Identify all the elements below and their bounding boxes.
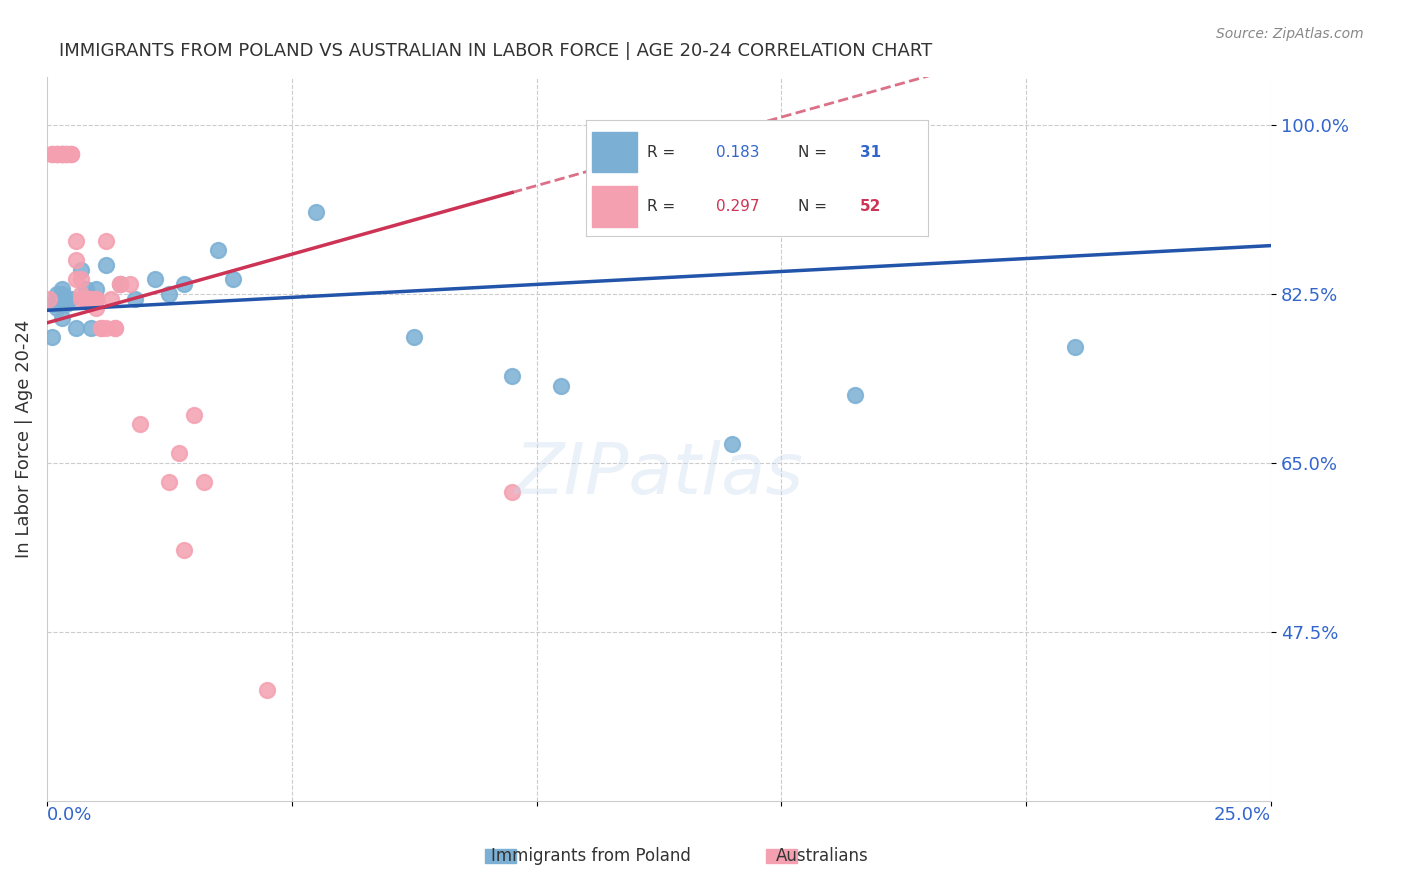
Point (51, 286, 73, 301)
Point (70, 272, 93, 286)
Point (90, 320, 112, 334)
Text: ZIPatlas: ZIPatlas (515, 441, 803, 509)
Point (38, 292, 60, 306)
Point (80, 320, 103, 334)
Point (41, 146, 63, 161)
Text: 25.0%: 25.0% (1213, 805, 1271, 823)
Point (55, 146, 77, 161)
Point (167, 446, 190, 460)
Point (45, 301, 67, 316)
Point (41, 296, 63, 310)
Point (55, 146, 77, 161)
Point (80, 292, 103, 306)
Point (65, 272, 87, 286)
Point (70, 286, 93, 301)
Point (70, 292, 93, 306)
Point (120, 277, 142, 292)
Point (65, 320, 87, 334)
Point (84, 301, 107, 316)
Point (70, 262, 93, 277)
Point (45, 286, 67, 301)
Point (51, 311, 73, 326)
Point (80, 292, 103, 306)
Point (193, 475, 215, 490)
Point (501, 484, 523, 499)
Point (143, 272, 166, 286)
Point (51, 146, 73, 161)
Y-axis label: In Labor Force | Age 20-24: In Labor Force | Age 20-24 (15, 319, 32, 558)
Point (124, 292, 146, 306)
Point (94, 234, 117, 248)
Point (41, 146, 63, 161)
Point (90, 320, 112, 334)
Point (55, 146, 77, 161)
Point (173, 542, 195, 557)
Point (65, 253, 87, 268)
Point (51, 146, 73, 161)
Point (75, 292, 97, 306)
Point (94, 320, 117, 334)
Point (45, 292, 67, 306)
Point (305, 204, 328, 219)
Point (41, 146, 63, 161)
Point (550, 378, 572, 392)
Text: Source: ZipAtlas.com: Source: ZipAtlas.com (1216, 27, 1364, 41)
Point (51, 282, 73, 296)
Point (51, 146, 73, 161)
Point (104, 320, 127, 334)
Point (75, 282, 97, 296)
Text: Immigrants from Poland: Immigrants from Poland (491, 847, 690, 865)
Point (84, 292, 107, 306)
Point (100, 292, 122, 306)
Point (844, 388, 866, 402)
Point (157, 286, 180, 301)
Point (45, 146, 67, 161)
Point (404, 330, 426, 344)
Point (207, 244, 229, 258)
Point (173, 277, 195, 292)
Point (60, 146, 83, 161)
Text: 0.0%: 0.0% (46, 805, 93, 823)
Point (110, 277, 132, 292)
Point (183, 408, 205, 422)
Point (110, 277, 132, 292)
Point (51, 146, 73, 161)
Point (41, 330, 63, 344)
Point (45, 146, 67, 161)
Point (45, 146, 67, 161)
Text: IMMIGRANTS FROM POLAND VS AUSTRALIAN IN LABOR FORCE | AGE 20-24 CORRELATION CHAR: IMMIGRANTS FROM POLAND VS AUSTRALIAN IN … (59, 42, 932, 60)
Point (110, 277, 132, 292)
Point (55, 146, 77, 161)
Point (51, 146, 73, 161)
Point (222, 272, 245, 286)
Point (75, 292, 97, 306)
Point (94, 258, 117, 272)
Point (721, 436, 744, 450)
Point (60, 146, 83, 161)
Text: Australians: Australians (776, 847, 869, 865)
Point (55, 292, 77, 306)
Point (55, 296, 77, 310)
Point (45, 146, 67, 161)
Point (129, 417, 152, 432)
Point (84, 282, 107, 296)
Point (60, 292, 83, 306)
Point (65, 234, 87, 248)
Point (1064, 340, 1087, 354)
Point (84, 292, 107, 306)
Point (104, 320, 127, 334)
Point (60, 146, 83, 161)
Point (157, 475, 180, 490)
Point (75, 292, 97, 306)
Point (256, 682, 278, 697)
Point (501, 368, 523, 383)
